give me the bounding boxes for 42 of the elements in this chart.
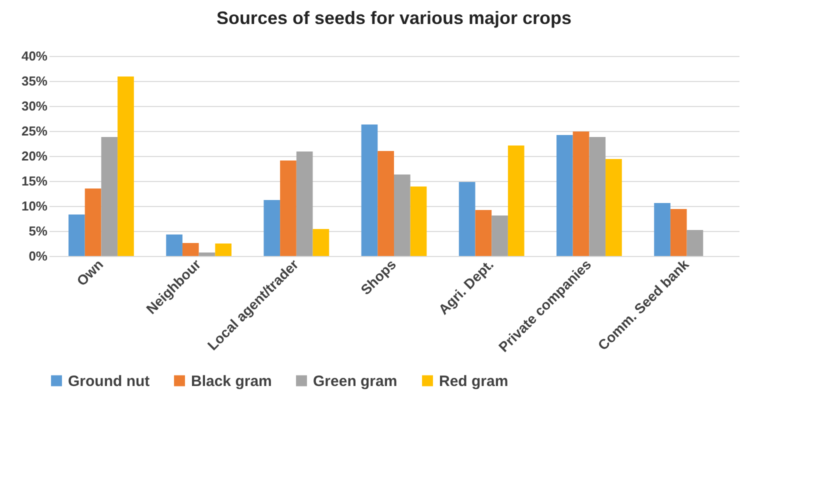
y-tick-label: 25% <box>21 124 48 138</box>
bar <box>508 146 524 256</box>
bar <box>589 137 606 256</box>
y-tick-label: 0% <box>28 248 48 264</box>
bar <box>182 243 199 256</box>
bar <box>280 160 296 256</box>
bar <box>572 132 590 256</box>
legend-label: Green gram <box>313 372 398 390</box>
legend-label: Ground nut <box>68 372 150 390</box>
y-tick-label: 35% <box>21 74 48 88</box>
bar <box>686 230 704 256</box>
bar <box>296 152 313 256</box>
bar <box>394 174 410 256</box>
y-tick-label: 15% <box>21 174 48 188</box>
y-tick-label: 10% <box>21 198 48 214</box>
bar <box>312 229 330 256</box>
bar <box>378 151 394 256</box>
bar <box>361 124 378 256</box>
bar <box>101 137 118 256</box>
bar <box>215 244 232 256</box>
bar <box>198 252 216 256</box>
bar <box>264 200 280 256</box>
y-tick-label: 40% <box>21 48 48 64</box>
y-tick-label: 30% <box>21 98 48 114</box>
bar <box>68 214 85 256</box>
legend-label: Red gram <box>439 372 508 390</box>
bar <box>166 234 182 256</box>
bar <box>556 135 573 256</box>
bar <box>492 216 508 256</box>
bar <box>606 159 622 256</box>
bar <box>654 203 670 256</box>
y-tick-label: 20% <box>21 148 48 164</box>
bar <box>118 76 134 256</box>
bar <box>475 210 492 256</box>
chart-title: Sources of seeds for various major crops <box>216 8 572 28</box>
bar <box>410 186 427 256</box>
bar <box>84 188 102 256</box>
y-tick-label: 5% <box>28 224 48 238</box>
legend-label: Black gram <box>191 372 272 390</box>
x-tick-label: Own <box>73 256 106 289</box>
bar <box>458 182 476 256</box>
bar <box>670 209 687 256</box>
